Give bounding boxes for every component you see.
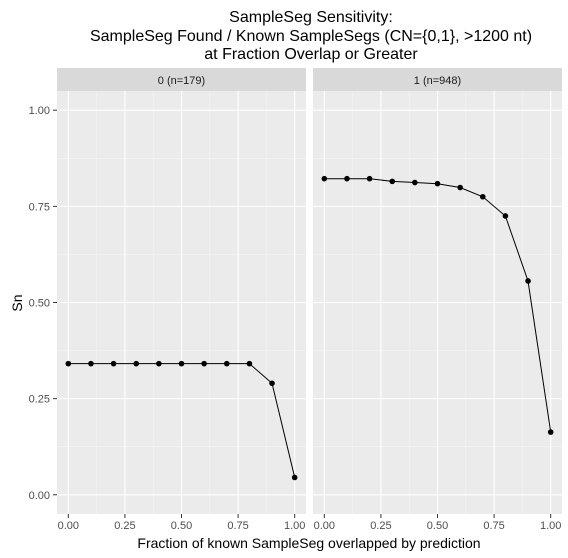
data-point [156, 360, 162, 367]
data-point [65, 360, 72, 367]
data-point [547, 429, 554, 435]
data-point [389, 178, 396, 185]
x-tick-label: 0.50 [171, 520, 192, 532]
facet-panel-1: 1 (n=948) 0.00 0.25 0.50 0.75 1.00 [313, 68, 562, 532]
data-point [457, 184, 463, 191]
data-point [246, 360, 253, 367]
y-tick-label: 0.75 [29, 201, 50, 213]
x-tick-label: 0.00 [314, 520, 335, 532]
facet-strip-label: 0 (n=179) [158, 75, 205, 87]
x-tick-label: 0.50 [427, 520, 448, 532]
y-tick-label: 1.00 [29, 105, 50, 117]
data-point [412, 179, 418, 186]
data-point [223, 360, 230, 367]
data-point [110, 360, 117, 367]
facet-strip [313, 68, 562, 91]
data-point [366, 175, 373, 182]
x-tick-label: 0.25 [114, 520, 135, 532]
data-point [321, 175, 328, 182]
data-point [525, 278, 531, 284]
data-point [344, 175, 350, 182]
data-point [269, 380, 275, 387]
data-point [88, 360, 94, 367]
data-point [434, 180, 441, 187]
title-line-3: at Fraction Overlap or Greater [204, 46, 418, 63]
facet-panel-0: 0 (n=179) 0.00 0.25 0.50 0.75 1.00 [57, 68, 306, 532]
y-axis-title: Sn [9, 294, 25, 311]
data-point [133, 360, 140, 367]
data-point [291, 474, 298, 481]
chart-title: SampleSeg Sensitivity: SampleSeg Found /… [90, 9, 532, 63]
y-tick-label: 0.50 [29, 298, 50, 310]
data-point [502, 213, 509, 219]
facet-panels: 0.00 0.25 0.50 0.75 1.00 0 (n=179) 0.00 0.25 0.5… [29, 68, 562, 532]
x-tick-label: 1.00 [540, 520, 561, 532]
y-tick-label: 0.25 [29, 394, 50, 406]
x-tick-label: 0.75 [227, 520, 248, 532]
x-tick-label: 0.25 [370, 520, 391, 532]
x-tick-label: 0.00 [58, 520, 79, 532]
facet-strip-label: 1 (n=948) [414, 75, 461, 87]
data-point [178, 360, 185, 367]
x-tick-label: 1.00 [284, 520, 305, 532]
x-axis-title: Fraction of known SampleSeg overlapped b… [137, 535, 480, 551]
data-point [479, 193, 486, 200]
title-line-2: SampleSeg Found / Known SampleSegs (CN={… [90, 28, 532, 45]
facet-strip [57, 68, 306, 91]
y-tick-label: 0.00 [29, 490, 50, 502]
data-point [201, 360, 207, 367]
x-tick-label: 0.75 [483, 520, 504, 532]
title-line-1: SampleSeg Sensitivity: [229, 9, 393, 26]
